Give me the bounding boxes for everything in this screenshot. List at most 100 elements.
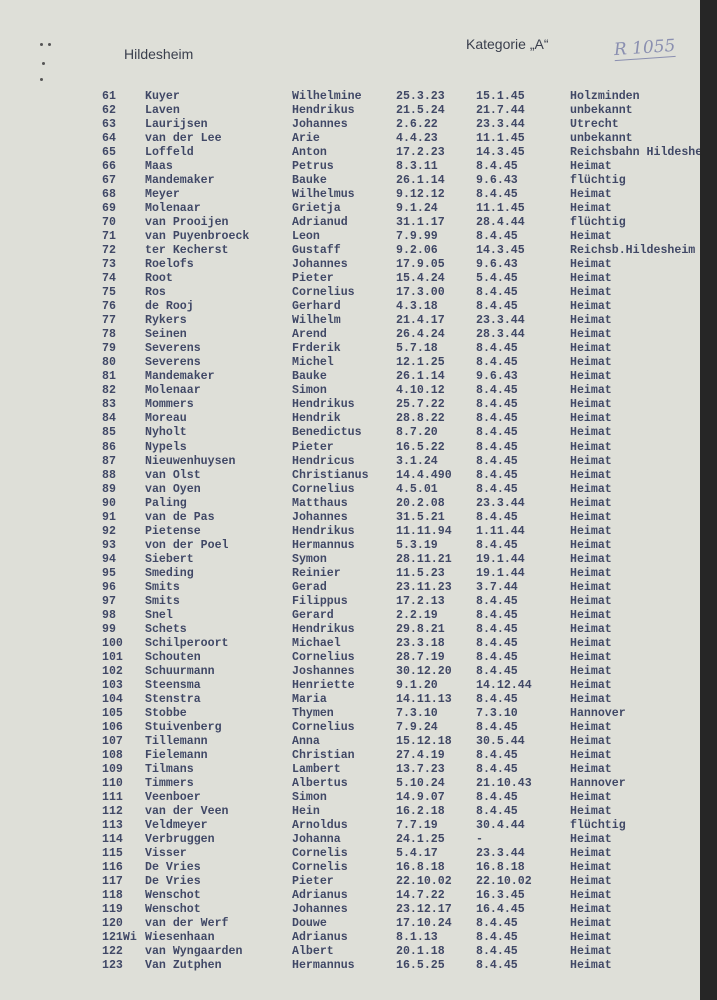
first-name: Douwe	[292, 917, 327, 931]
first-name: Maria	[292, 692, 327, 706]
row-number: 107	[102, 734, 123, 748]
punch-mark	[40, 78, 43, 81]
surname: Stobbe	[145, 706, 187, 720]
location: Heimat	[570, 678, 612, 692]
date: 14.12.44	[476, 678, 532, 692]
birth-date: 30.12.20	[396, 664, 452, 678]
table-row: 102 Schuurmann Joshannes 30.12.20 8.4.45 Heim…	[0, 665, 700, 679]
row-number: 62	[102, 104, 116, 118]
first-name: Hendricus	[292, 454, 355, 468]
location: Heimat	[570, 230, 612, 244]
first-name: Filippus	[292, 594, 348, 608]
table-row: 77 Rykers Wilhelm 21.4.17 23.3.44 Heimat	[0, 314, 700, 328]
birth-date: 16.5.25	[396, 959, 445, 973]
birth-date: 8.1.13	[396, 931, 438, 945]
date: 8.4.45	[476, 762, 518, 776]
surname: Schets	[145, 622, 187, 636]
row-number: 89	[102, 482, 116, 496]
location: Heimat	[570, 426, 612, 440]
row-number: 100	[102, 636, 123, 650]
birth-date: 5.3.19	[396, 538, 438, 552]
category-heading: Kategorie „A“	[466, 36, 549, 52]
first-name: Bauke	[292, 174, 327, 188]
date: 19.1.44	[476, 552, 525, 566]
date: 8.4.45	[476, 440, 518, 454]
first-name: Arend	[292, 328, 327, 342]
surname: Stuivenberg	[145, 720, 222, 734]
date: 11.1.45	[476, 202, 525, 216]
birth-date: 26.1.14	[396, 174, 445, 188]
birth-date: 17.9.05	[396, 258, 445, 272]
date: 28.4.44	[476, 216, 525, 230]
location: Heimat	[570, 398, 612, 412]
row-number: 81	[102, 370, 116, 384]
date: 8.4.45	[476, 664, 518, 678]
table-row: 118 Wenschot Adrianus 14.7.22 16.3.45 Heimat	[0, 889, 700, 903]
first-name: Hendrikus	[292, 398, 355, 412]
surname: Tilmans	[145, 762, 194, 776]
table-row: 106 Stuivenberg Cornelius 7.9.24 8.4.45 Heima…	[0, 721, 700, 735]
location: Heimat	[570, 468, 612, 482]
surname: Molenaar	[145, 202, 201, 216]
surname: Meyer	[145, 188, 180, 202]
birth-date: 23.3.18	[396, 636, 445, 650]
first-name: Cornelis	[292, 861, 348, 875]
birth-date: 12.1.25	[396, 356, 445, 370]
date: 8.4.45	[476, 791, 518, 804]
table-row: 108 Fielemann Christian 27.4.19 8.4.45 Heimat	[0, 749, 700, 763]
row-number: 102	[102, 664, 123, 678]
birth-date: 8.3.11	[396, 160, 438, 174]
table-row: 101 Schouten Cornelius 28.7.19 8.4.45 Heimat	[0, 651, 700, 665]
birth-date: 13.7.23	[396, 762, 445, 776]
date: 8.4.45	[476, 917, 518, 931]
first-name: Johannes	[292, 118, 348, 132]
location: Heimat	[570, 889, 612, 903]
punch-mark	[48, 43, 51, 46]
table-row: 69 Molenaar Grietja 9.1.24 11.1.45 Heimat	[0, 202, 700, 216]
location: Heimat	[570, 328, 612, 342]
row-number: 123	[102, 959, 123, 973]
table-row: 123 Van Zutphen Hermannus 16.5.25 8.4.45 Heim…	[0, 959, 700, 973]
row-number: 77	[102, 314, 116, 328]
location: Heimat	[570, 650, 612, 664]
date: 8.4.45	[476, 230, 518, 244]
surname: Smits	[145, 580, 180, 594]
location: Heimat	[570, 720, 612, 734]
date: 19.1.44	[476, 566, 525, 580]
date: 9.6.43	[476, 370, 518, 384]
location: Heimat	[570, 356, 612, 370]
first-name: Wilhelmus	[292, 188, 355, 202]
table-row: 67 Mandemaker Bauke 26.1.14 9.6.43 flüchtig	[0, 174, 700, 188]
birth-date: 5.4.17	[396, 847, 438, 861]
first-name: Johanna	[292, 833, 341, 847]
date: 8.4.45	[476, 720, 518, 734]
row-number: 104	[102, 692, 123, 706]
surname: Seinen	[145, 328, 187, 342]
table-row: 122 van Wyngaarden Albert 20.1.18 8.4.45 Heim…	[0, 945, 700, 959]
first-name: Gerad	[292, 580, 327, 594]
birth-date: 9.1.20	[396, 678, 438, 692]
first-name: Matthaus	[292, 496, 348, 510]
surname: Schouten	[145, 650, 201, 664]
date: 8.4.45	[476, 931, 518, 945]
row-number: 111	[102, 791, 123, 804]
first-name: Benedictus	[292, 426, 362, 440]
location: Heimat	[570, 748, 612, 762]
birth-date: 16.8.18	[396, 861, 445, 875]
surname: von der Poel	[145, 538, 229, 552]
row-number: 68	[102, 188, 116, 202]
surname: Roelofs	[145, 258, 194, 272]
surname: Siebert	[145, 552, 194, 566]
birth-date: 7.3.10	[396, 706, 438, 720]
row-number: 106	[102, 720, 123, 734]
date: 8.4.45	[476, 412, 518, 426]
row-number: 84	[102, 412, 116, 426]
surname: Timmers	[145, 776, 194, 790]
location: Heimat	[570, 959, 612, 973]
surname: van der Lee	[145, 132, 222, 146]
birth-date: 9.2.06	[396, 244, 438, 258]
first-name: Albert	[292, 945, 334, 959]
surname: Steensma	[145, 678, 201, 692]
surname: Ros	[145, 286, 166, 300]
table-row: 74 Root Pieter 15.4.24 5.4.45 Heimat	[0, 272, 700, 286]
